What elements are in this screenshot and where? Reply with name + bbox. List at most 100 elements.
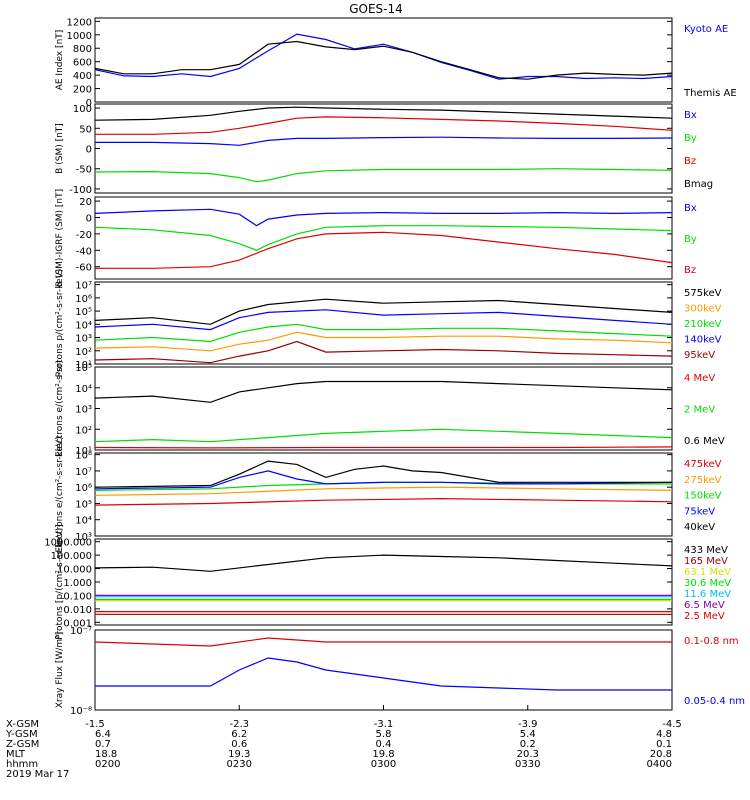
y-tick-label: 10³ xyxy=(75,532,92,543)
y-tick-label: 400 xyxy=(73,71,92,82)
x-row-label: Z-GSM xyxy=(6,739,39,750)
legend-label: 75keV xyxy=(684,506,715,517)
y-axis-label: B (SM) [nT] xyxy=(55,123,65,174)
legend-label: 4 MeV xyxy=(684,373,715,384)
x-row-value: 19.3 xyxy=(228,749,250,760)
y-tick-label: 10¹ xyxy=(75,360,92,371)
y-tick-label: 10² xyxy=(75,347,92,358)
panel-protons_mev: 0.001 0.010 0.100 1.000 10.000 100.000 1000.00… xyxy=(44,524,731,640)
x-tick-label: -4.5 xyxy=(662,719,682,730)
x-row-value: 0.6 xyxy=(231,739,247,750)
y-tick-label: -50 xyxy=(76,165,92,176)
series-line xyxy=(94,486,673,496)
x-row-value: 0200 xyxy=(95,759,120,770)
legend-label: 150keV xyxy=(684,491,722,502)
series-line xyxy=(94,323,673,343)
series-line xyxy=(94,470,673,490)
x-row-value: 19.8 xyxy=(372,749,394,760)
panel-frame xyxy=(94,452,673,537)
series-line xyxy=(94,460,672,488)
legend-label: Bx xyxy=(684,110,697,121)
y-axis-label: B (SM)-IGRF (SM) [nT] xyxy=(55,189,65,287)
legend-label: 275keV xyxy=(684,475,722,486)
y-axis-label: AE Index [nT] xyxy=(55,30,65,91)
y-tick-label: -100 xyxy=(69,185,92,196)
x-row-label: hhmm xyxy=(6,759,38,770)
series-line xyxy=(94,40,673,80)
series-line xyxy=(95,231,673,269)
series-line xyxy=(94,446,673,449)
x-row-value: 20.3 xyxy=(517,749,539,760)
x-row-value: 6.2 xyxy=(231,729,247,740)
x-row-value: 0300 xyxy=(371,759,396,770)
legend-label: 575keV xyxy=(684,288,722,299)
series-line xyxy=(94,309,673,331)
x-row-value: 0230 xyxy=(227,759,252,770)
y-tick-label: 0 xyxy=(86,214,92,225)
y-tick-label: 10³ xyxy=(75,405,92,416)
legend-label: 2.5 MeV xyxy=(684,611,725,622)
y-tick-label: 10⁵ xyxy=(75,499,92,510)
y-tick-label: 10¹ xyxy=(75,446,92,457)
y-tick-label: 10⁵ xyxy=(75,307,92,318)
legend-label: 95keV xyxy=(684,350,715,361)
x-row-value: 6.4 xyxy=(95,729,111,740)
series-line xyxy=(94,497,673,506)
y-tick-label: 10³ xyxy=(75,334,92,345)
x-tick-label: -3.1 xyxy=(374,719,394,730)
y-tick-label: 100 xyxy=(73,104,92,115)
y-axis-label: Electrons e/(cm²-s-sr-keV) xyxy=(55,436,65,552)
series-line xyxy=(94,33,673,80)
panel-electrons_kev: 10³ 10⁴ 10⁵ 10⁶ 10⁷ 10⁸ Electrons e/(cm²-s-sr-… xyxy=(55,436,722,552)
panel-bigrf: -60 -40 -20 0 20 B (SM)-IGRF (SM) [nT] Bx By Bz xyxy=(55,189,697,287)
panel-electrons_mev: 10¹ 10² 10³ 10⁴ 10⁵ Electrons e/(cm²-s-sr) 4 M… xyxy=(55,360,725,457)
date-label: 2019 Mar 17 xyxy=(6,769,69,780)
series-line xyxy=(94,340,673,364)
legend-label: Bz xyxy=(684,156,696,167)
y-axis-label: Electrons e/(cm²-s-sr) xyxy=(55,360,65,457)
y-axis-label: Xray Flux [W/m²] xyxy=(55,632,65,708)
panel-xray: 10⁻⁸ 10⁻⁷ Xray Flux [W/m²] 0.1-0.8 nm 0.05-0… xyxy=(55,626,745,717)
series-line xyxy=(94,106,673,121)
x-row-value: 20.8 xyxy=(650,749,672,760)
x-row-value: 18.8 xyxy=(95,749,117,760)
legend-label: Bmag xyxy=(684,179,713,190)
legend-label: 6.5 MeV xyxy=(684,600,725,611)
y-tick-label: -20 xyxy=(76,230,92,241)
legend-label: 2 MeV xyxy=(684,405,715,416)
y-tick-label: 10² xyxy=(75,425,92,436)
y-tick-label: 100.000 xyxy=(51,551,92,562)
series-line xyxy=(94,428,673,443)
legend-label: 30.6 MeV xyxy=(684,578,731,589)
y-tick-label: 1000.000 xyxy=(44,538,92,549)
y-tick-label: 200 xyxy=(73,85,92,96)
x-row-value: 0.2 xyxy=(520,739,536,750)
series-line xyxy=(94,331,673,352)
plot-title: GOES-14 xyxy=(349,2,403,16)
series-line xyxy=(94,168,673,183)
legend-label: By xyxy=(684,234,697,245)
legend-label: 0.6 MeV xyxy=(684,436,725,447)
legend-label: 0.1-0.8 nm xyxy=(684,636,739,647)
y-tick-label: 10⁴ xyxy=(75,384,92,395)
legend-label: 433 MeV xyxy=(684,545,728,556)
y-tick-label: 0.100 xyxy=(63,591,92,602)
y-tick-label: 10⁻⁷ xyxy=(70,626,92,637)
panel-b: -100 -50 0 50 100 B (SM) [nT] Bx By Bz Bmag xyxy=(55,103,713,196)
x-row-value: 0.4 xyxy=(376,739,392,750)
legend-label: 300keV xyxy=(684,304,722,315)
y-tick-label: 10⁻⁸ xyxy=(70,706,92,717)
y-tick-label: 10⁴ xyxy=(75,320,92,331)
legend-label: 165 MeV xyxy=(684,556,728,567)
series-line xyxy=(95,116,673,135)
x-tick-label: -3.9 xyxy=(518,719,538,730)
legend-label: 11.6 MeV xyxy=(684,589,731,600)
y-tick-label: 1200 xyxy=(67,17,92,28)
y-tick-label: 600 xyxy=(73,58,92,69)
panel-frame xyxy=(94,366,673,451)
y-tick-label: 10⁷ xyxy=(75,281,92,292)
y-tick-label: 10⁵ xyxy=(75,363,92,374)
series-line xyxy=(94,637,672,647)
panel-frame xyxy=(94,281,673,365)
series-line xyxy=(94,208,673,227)
